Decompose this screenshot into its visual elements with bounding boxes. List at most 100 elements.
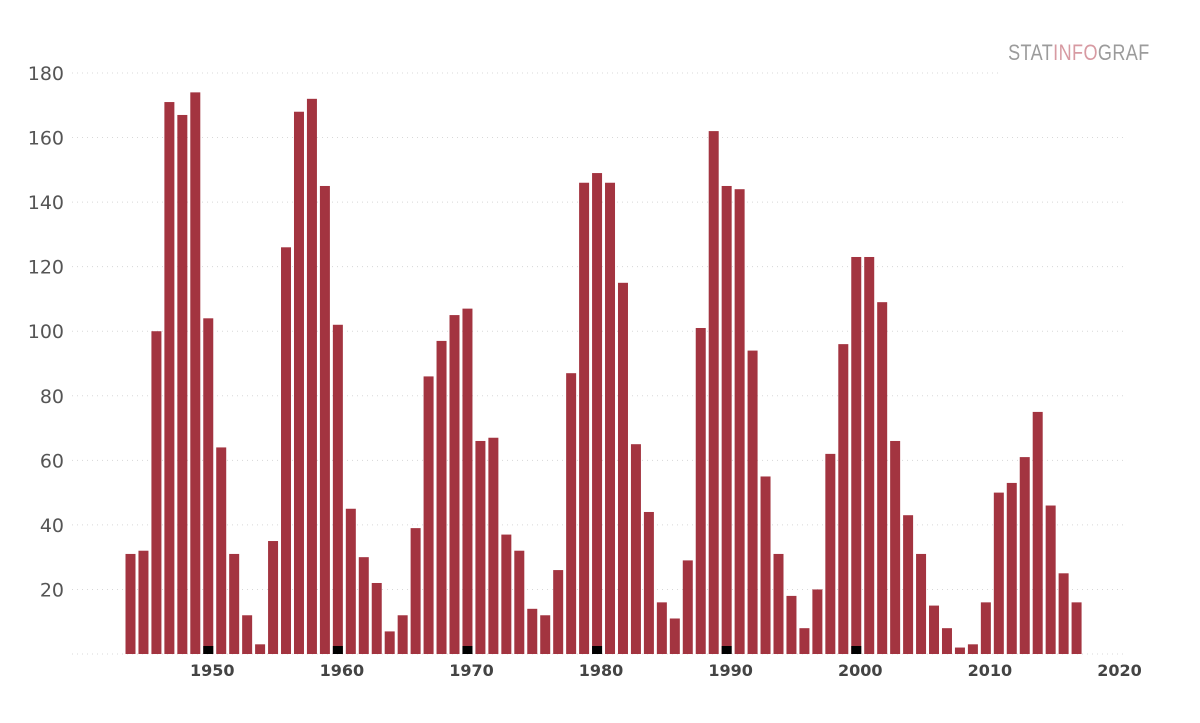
bar-1988 <box>695 327 706 654</box>
bar-2015 <box>1045 505 1056 654</box>
bar-1947 <box>164 102 175 655</box>
bar-1954 <box>255 644 266 654</box>
bar-2005 <box>916 553 927 654</box>
bar-1962 <box>358 557 369 654</box>
bar-1971 <box>475 440 486 654</box>
bar-1951 <box>216 447 227 654</box>
decade-marker-1970 <box>462 646 473 654</box>
bar-1965 <box>397 615 408 654</box>
bar-1995 <box>786 595 797 654</box>
bar-2004 <box>903 515 914 654</box>
x-tick-label: 1950 <box>190 661 235 680</box>
bar-2014 <box>1032 411 1043 654</box>
bar-1958 <box>306 98 317 655</box>
x-tick-label: 1970 <box>449 661 494 680</box>
bar-1959 <box>319 185 330 654</box>
y-tick-label: 60 <box>40 450 64 472</box>
x-tick-label: 1990 <box>708 661 753 680</box>
bars <box>125 92 1082 655</box>
bar-1946 <box>151 331 162 654</box>
bar-1963 <box>371 582 382 654</box>
bar-1973 <box>501 534 512 654</box>
bar-2006 <box>929 605 940 654</box>
bar-1986 <box>669 618 680 654</box>
bar-1980 <box>592 173 603 655</box>
bar-1961 <box>345 508 356 654</box>
y-tick-label: 40 <box>40 515 64 537</box>
y-tick-label: 100 <box>28 321 64 343</box>
bar-1981 <box>605 182 616 654</box>
bar-2007 <box>941 628 952 654</box>
decade-marker-1950 <box>203 646 214 654</box>
bar-1990 <box>721 185 732 654</box>
bar-2017 <box>1071 602 1082 654</box>
bar-1993 <box>760 476 771 654</box>
y-axis-ticks: 20 40 60 80 100 120 140 160 180 <box>28 63 64 601</box>
bar-1957 <box>293 111 304 654</box>
y-tick-label: 80 <box>40 386 64 408</box>
y-tick-label: 120 <box>28 257 64 279</box>
x-tick-label: 1980 <box>579 661 624 680</box>
bar-2002 <box>877 302 888 654</box>
bar-2000 <box>851 256 862 654</box>
brand-part-info: INFO <box>1053 40 1099 65</box>
bar-2003 <box>890 440 901 654</box>
bar-1969 <box>449 315 460 654</box>
bar-1996 <box>799 628 810 654</box>
x-tick-label: 2000 <box>838 661 883 680</box>
bar-1994 <box>773 553 784 654</box>
bar-2011 <box>993 492 1004 654</box>
bar-1974 <box>514 550 525 654</box>
bar-2013 <box>1019 457 1030 654</box>
brand-part-stat: STAT <box>1008 40 1054 65</box>
bar-1944 <box>125 553 136 654</box>
y-tick-label: 180 <box>28 63 64 85</box>
x-axis-ticks: 1950 1960 1970 1980 1990 2000 2010 2020 <box>190 661 1142 680</box>
bar-1955 <box>268 541 279 654</box>
bar-1975 <box>527 608 538 654</box>
bar-1984 <box>643 511 654 654</box>
bar-1976 <box>540 615 551 654</box>
bar-1997 <box>812 589 823 654</box>
bar-1949 <box>190 92 201 654</box>
bar-1967 <box>423 376 434 654</box>
bar-2001 <box>864 256 875 654</box>
bar-1950 <box>203 318 214 654</box>
x-tick-label: 2020 <box>1097 661 1142 680</box>
y-tick-label: 160 <box>28 128 64 150</box>
bar-1948 <box>177 114 188 654</box>
bar-1964 <box>384 631 395 654</box>
x-tick-label: 2010 <box>968 661 1013 680</box>
bar-1989 <box>708 131 719 655</box>
decade-markers <box>203 646 862 654</box>
decade-marker-2000 <box>851 646 862 654</box>
brand-part-graf: GRAF <box>1098 40 1150 65</box>
bar-1982 <box>617 282 628 654</box>
x-tick-label: 1960 <box>320 661 365 680</box>
decade-marker-1990 <box>721 646 732 654</box>
bar-1998 <box>825 453 836 654</box>
bar-1966 <box>410 528 421 654</box>
decade-marker-1980 <box>592 646 603 654</box>
bar-1983 <box>630 444 641 654</box>
brand-logo: STATINFOGRAF <box>1008 40 1150 66</box>
bar-2008 <box>954 647 965 654</box>
bar-1953 <box>242 615 253 654</box>
bar-1956 <box>281 247 292 655</box>
bar-1977 <box>553 570 564 654</box>
bar-1999 <box>838 344 849 654</box>
bar-1970 <box>462 308 473 654</box>
bar-1991 <box>734 189 745 654</box>
bar-1952 <box>229 553 240 654</box>
bar-1945 <box>138 550 149 654</box>
bar-2009 <box>967 644 978 654</box>
bar-2016 <box>1058 573 1069 654</box>
bar-1978 <box>566 373 577 654</box>
bar-1972 <box>488 437 499 654</box>
bar-1968 <box>436 340 447 654</box>
bar-1985 <box>656 602 667 654</box>
y-tick-label: 20 <box>40 579 64 601</box>
bar-1979 <box>579 182 590 654</box>
bar-1987 <box>682 560 693 654</box>
